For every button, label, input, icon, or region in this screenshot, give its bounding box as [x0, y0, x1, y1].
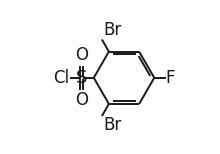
Text: O: O: [75, 91, 88, 109]
Text: F: F: [166, 69, 175, 87]
Text: Cl: Cl: [53, 69, 70, 87]
Text: S: S: [76, 69, 88, 87]
Text: O: O: [75, 46, 88, 64]
Text: Br: Br: [103, 116, 121, 134]
Text: Br: Br: [103, 21, 121, 39]
